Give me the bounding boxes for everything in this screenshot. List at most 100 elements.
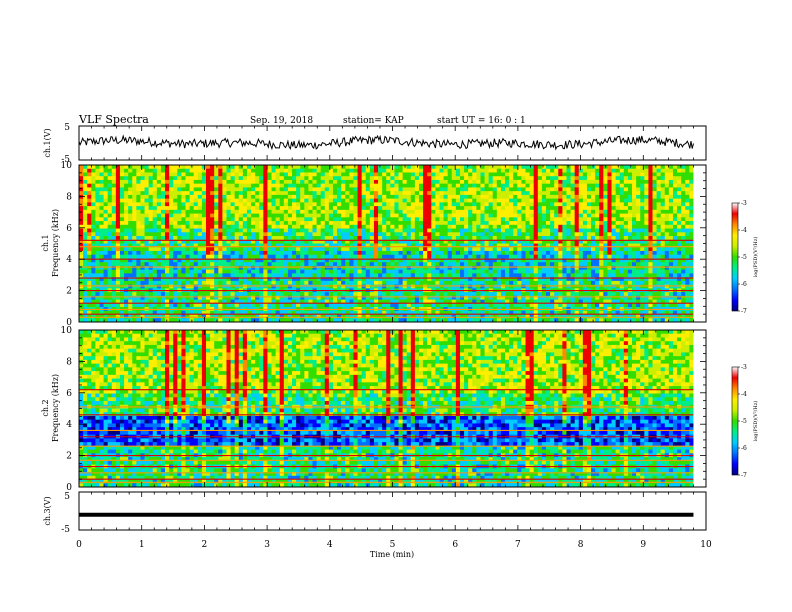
spectrogram-cell [406,213,412,218]
spectrogram-cell [402,198,408,203]
spectrogram-cell [267,168,272,173]
spectrogram-cell [582,250,588,256]
spectrogram-cell [304,202,309,207]
spectrogram-cell [640,165,645,170]
spectrogram-cell [488,239,494,244]
spectrogram-cell [357,228,363,233]
spectrogram-cell [607,239,612,244]
spectrogram-cell [627,273,633,278]
spectrogram-cell [550,176,555,181]
spectrogram-cell [373,269,379,274]
spectrogram-cell [185,247,191,252]
spectrogram-cell [505,228,510,233]
spectrogram-cell [226,194,231,200]
spectrogram-cell [484,206,490,211]
spectrogram-cell [369,172,375,177]
spectrogram-cell [627,228,633,233]
spectrogram-cell [173,254,178,259]
spectrogram-cell [398,194,404,200]
spectrogram-cell [681,206,686,211]
spectrogram-cell [488,217,494,222]
spectrogram-cell [189,254,195,259]
spectrogram-cell [476,236,481,241]
spectrogram-cell [222,209,227,214]
spectrogram-cell [238,239,244,244]
spectrogram-cell [443,213,449,218]
spectrogram-cell [341,191,346,196]
spectrogram-cell [316,183,322,188]
spectrogram-cell [468,179,473,185]
spectrogram-cell [124,187,129,192]
spectrogram-cell [595,265,600,271]
spectrogram-cell [480,202,485,207]
spectrogram-cell [353,280,358,286]
spectrogram-cell [304,224,309,229]
spectrogram-cell [558,213,563,218]
spectrogram-cell [410,187,416,192]
spectrogram-cell [119,258,125,263]
spectrogram-cell [672,206,678,211]
spectrogram-cell [423,262,428,267]
spectrogram-cell [103,269,109,274]
spectrogram-cell [652,183,657,188]
spectrogram-cell [513,262,518,267]
spectrogram-cell [189,239,195,244]
spectrogram-cell [128,262,133,267]
spectrogram-cell [517,179,522,185]
spectrogram-cell [550,243,555,248]
spectrogram-cell [562,262,567,267]
spectrogram-cell [193,254,199,259]
spectrogram-cell [427,239,432,244]
spectrogram-cell [177,206,182,211]
spectrogram-cell [566,269,571,274]
spectrogram-cell [144,168,150,173]
spectrogram-cell [148,258,154,263]
spectrogram-cell [627,221,633,226]
spectrogram-cell [300,187,305,192]
spectrogram-cell [459,168,465,173]
spectrogram-cell [271,187,277,192]
spectrogram-cell [652,250,657,256]
spectrogram-cell [451,221,457,226]
spectrogram-cell [300,168,305,173]
spectrogram-cell [296,265,301,271]
spectrogram-cell [570,198,576,203]
spectrogram-cell [181,213,186,218]
spectrogram-cell [95,165,100,170]
spectrogram-cell [644,187,649,192]
spectrogram-cell [357,168,363,173]
spectrogram-cell [668,213,674,218]
spectrogram-cell [378,284,383,289]
spectrogram-cell [406,265,412,271]
spectrogram-cell [292,269,297,274]
spectrogram-cell [111,198,117,203]
spectrogram-cell [79,228,84,233]
spectrogram-cell [648,236,653,241]
spectrogram-cell [271,202,277,207]
spectrogram-cell [451,273,457,278]
spectrogram-cell [472,258,477,263]
spectrogram-cell [480,280,485,286]
spectrogram-cell [238,262,244,267]
spectrogram-cell [87,209,92,214]
spectrogram-cell [451,258,457,263]
spectrogram-cell [226,191,231,196]
spectrogram-cell [386,176,391,181]
spectrogram-cell [169,172,174,177]
spectrogram-cell [636,213,641,218]
spectrogram-cell [79,217,84,222]
spectrogram-cell [210,250,215,256]
spectrogram-cell [353,202,358,207]
spectrogram-cell [332,187,338,192]
spectrogram-cell [636,198,641,203]
spectrogram-cell [95,247,100,252]
spectrogram-cell [271,232,277,237]
spectrogram-cell [554,179,559,185]
spectrogram-cell [251,280,256,286]
spectrogram-cell [251,165,256,170]
spectrogram-cell [226,213,231,218]
spectrogram-cell [529,232,535,237]
spectrogram-cell [500,273,506,278]
spectrogram-cell [95,187,100,192]
spectrogram-cell [234,262,240,267]
